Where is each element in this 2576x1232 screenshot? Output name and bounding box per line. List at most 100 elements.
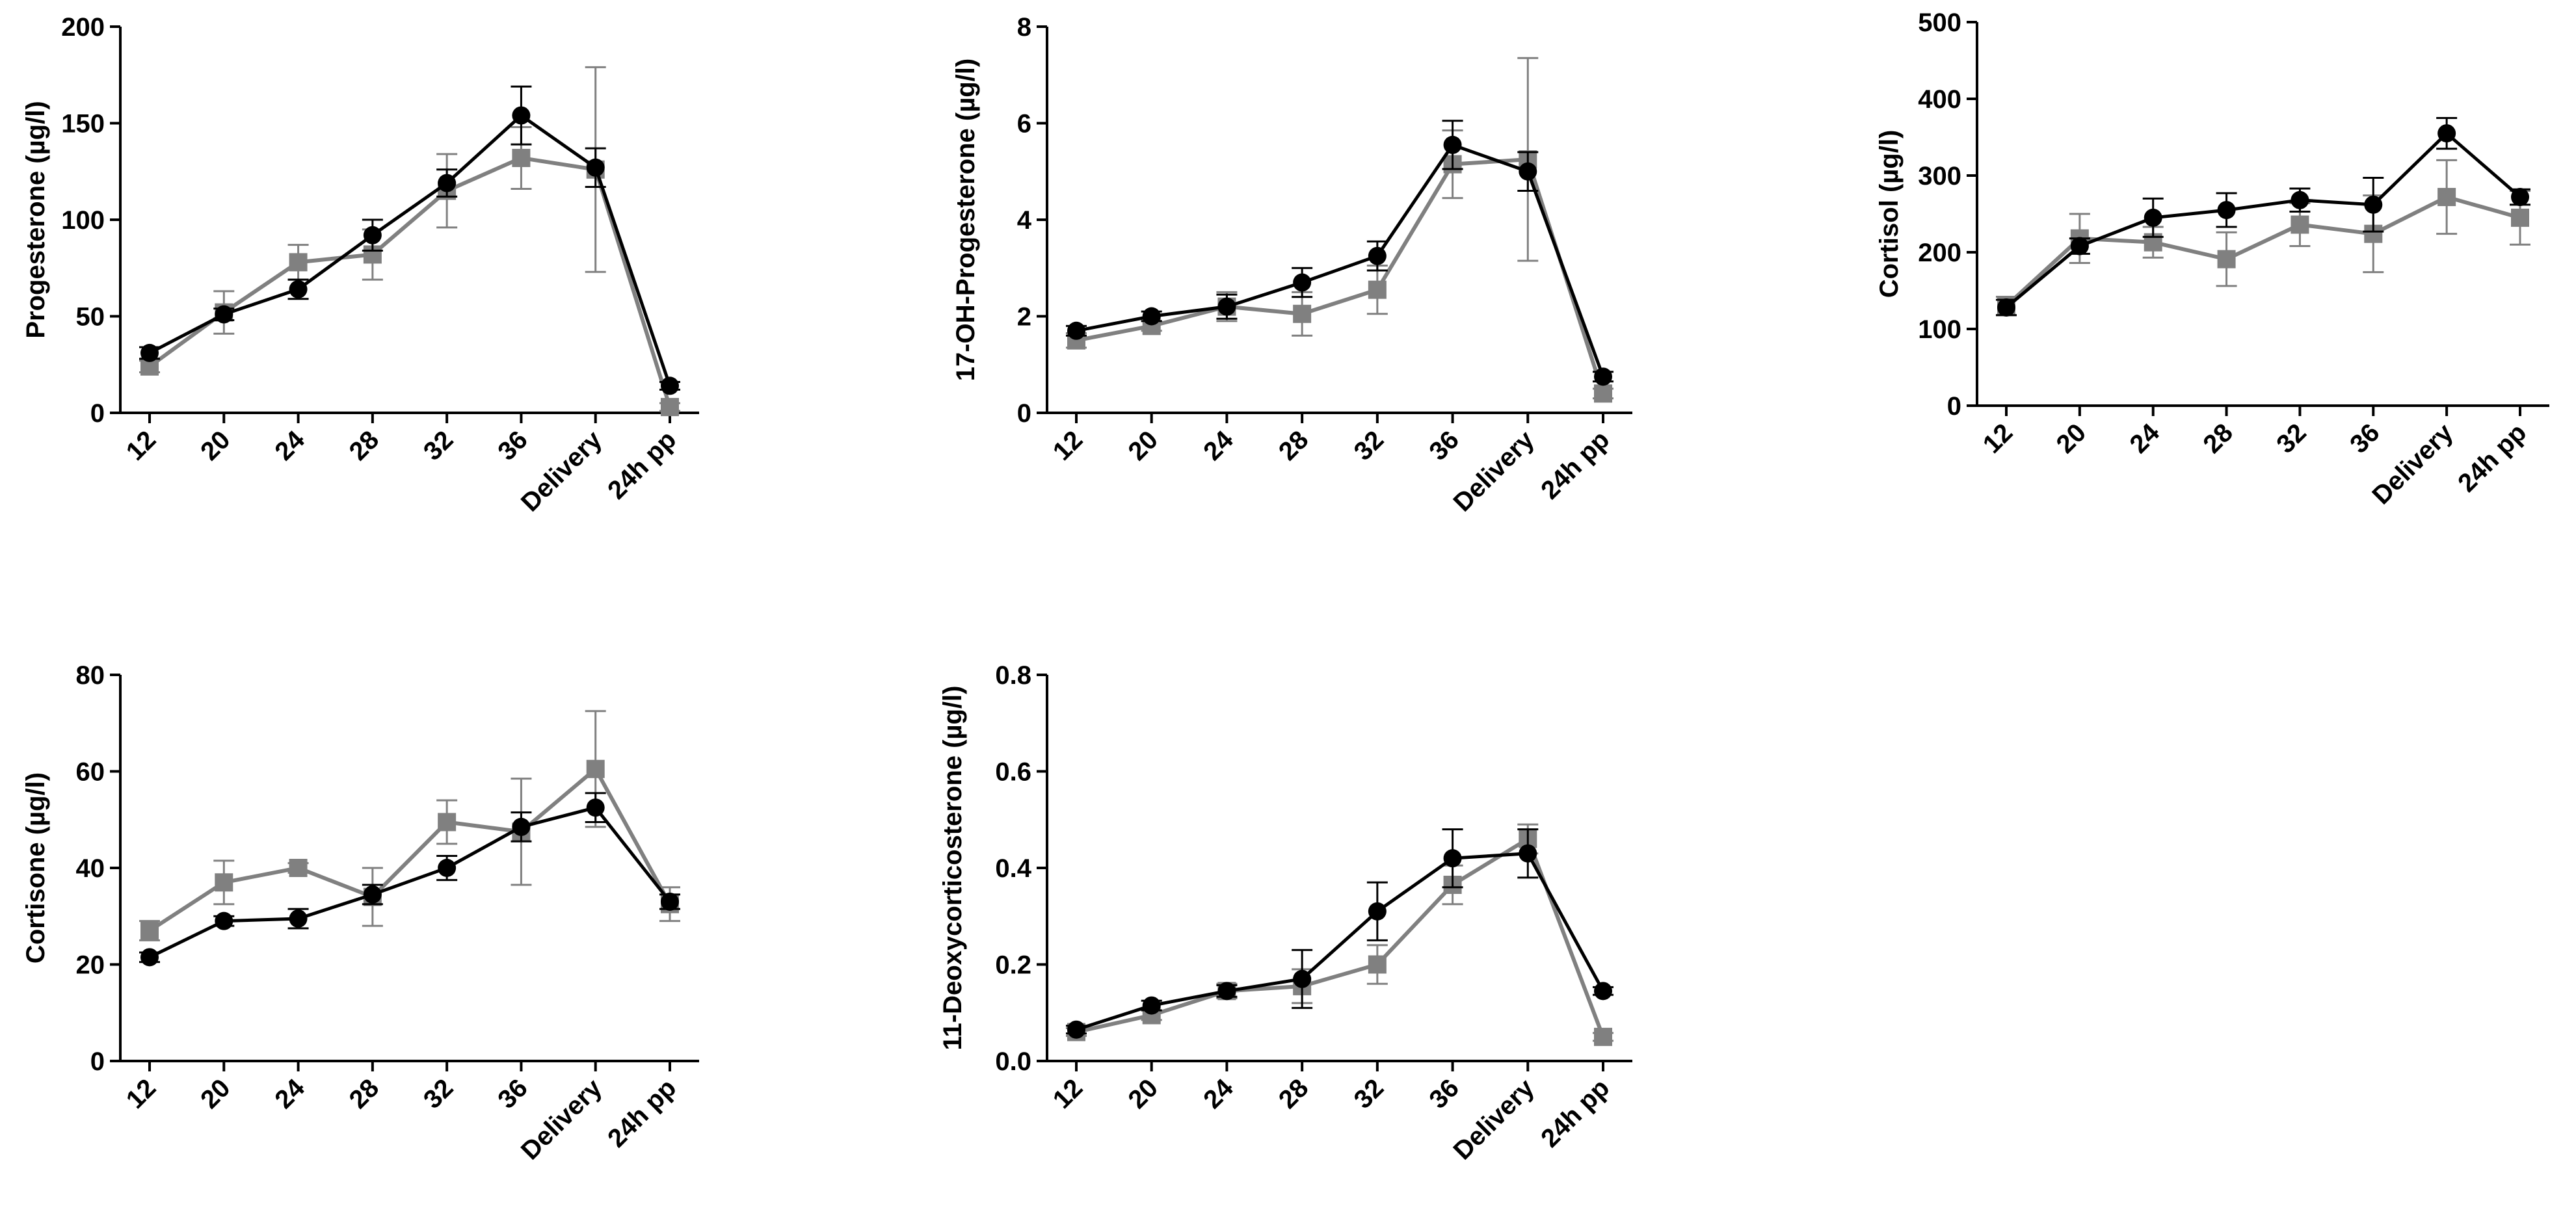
data-point bbox=[2217, 250, 2236, 269]
data-point bbox=[2217, 201, 2236, 220]
data-point bbox=[1293, 304, 1312, 323]
data-point bbox=[2144, 208, 2162, 227]
data-point bbox=[2364, 195, 2383, 214]
series-line bbox=[1076, 142, 1605, 378]
cortisone-chart: 0 20 40 60 80 Cortisone (µg/l) 12 20 24 28 32 36Del… bbox=[21, 661, 699, 1165]
data-point bbox=[1443, 849, 1462, 868]
data-point bbox=[2437, 188, 2456, 207]
y-tick-label: 0.0 bbox=[995, 1047, 1031, 1076]
x-tick-label: Delivery bbox=[516, 425, 608, 518]
series-line bbox=[2004, 194, 2521, 308]
y-tick-label: 150 bbox=[61, 110, 105, 138]
data-point bbox=[289, 909, 308, 928]
data-point bbox=[1368, 280, 1387, 299]
y-tick-label: 4 bbox=[1017, 206, 1032, 235]
series-line bbox=[1076, 157, 1605, 395]
y-tick-label: 300 bbox=[1918, 162, 1961, 190]
data-point bbox=[363, 226, 382, 244]
x-tick-label: 24h pp bbox=[1535, 1073, 1615, 1153]
data-point bbox=[1519, 844, 1537, 863]
x-tick-label: 20 bbox=[1122, 1073, 1163, 1114]
data-point bbox=[1594, 982, 1612, 1001]
series-gray bbox=[1066, 57, 1613, 403]
x-tick-label: 24h pp bbox=[1535, 425, 1615, 505]
x-tick-label: 32 bbox=[418, 1073, 459, 1114]
cortisol-chart: 0 100 200 300 400 500 Cortisol (µg/l) 12 20 24 28 3… bbox=[1875, 8, 2549, 510]
x-tick-label: Delivery bbox=[2367, 418, 2459, 510]
data-point bbox=[586, 158, 605, 177]
y-tick-label: 100 bbox=[1918, 315, 1961, 344]
data-point bbox=[661, 398, 679, 417]
data-point bbox=[1519, 162, 1537, 181]
y-tick-label: 500 bbox=[1918, 8, 1961, 37]
x-tick-label: 24 bbox=[1198, 1073, 1239, 1114]
data-point bbox=[586, 759, 605, 778]
y-tick-label: 60 bbox=[76, 758, 105, 787]
data-point bbox=[1368, 246, 1387, 265]
x-tick-label: Delivery bbox=[1448, 425, 1540, 518]
x-tick-label: 12 bbox=[1978, 418, 2019, 459]
data-point bbox=[140, 921, 159, 940]
y-axis-title: Cortisone (µg/l) bbox=[21, 772, 50, 963]
x-tick-label: 28 bbox=[344, 425, 385, 466]
y-tick-label: 200 bbox=[61, 13, 105, 42]
x-tick-label: Delivery bbox=[1448, 1073, 1540, 1166]
x-tick-label: 28 bbox=[1273, 1073, 1314, 1114]
x-tick-label: 24h pp bbox=[602, 1073, 682, 1153]
data-point bbox=[2511, 208, 2529, 227]
data-point bbox=[512, 817, 531, 836]
y-axis-title: 17-OH-Progesterone (µg/l) bbox=[951, 59, 980, 381]
x-tick-label: 32 bbox=[418, 425, 459, 466]
y-tick-label: 80 bbox=[76, 661, 105, 690]
y-tick-label: 0.6 bbox=[995, 758, 1031, 787]
x-tick-label: 24 bbox=[1198, 425, 1239, 466]
data-point bbox=[289, 859, 308, 877]
y-tick-label: 0 bbox=[90, 1047, 105, 1076]
data-point bbox=[1594, 1027, 1612, 1046]
data-point bbox=[2291, 190, 2309, 209]
11-deoxycorticosterone-chart: 0.0 0.2 0.4 0.6 0.8 11-Deoxycorticosterone (µ… bbox=[938, 661, 1632, 1166]
x-tick-label: 12 bbox=[121, 425, 162, 466]
data-point bbox=[1997, 298, 2015, 317]
y-tick-label: 0 bbox=[1947, 392, 1961, 421]
data-point bbox=[512, 148, 531, 167]
series-black bbox=[1996, 117, 2530, 317]
x-tick-label: 24 bbox=[269, 1073, 310, 1114]
series-line bbox=[148, 155, 672, 408]
y-tick-label: 0.4 bbox=[995, 854, 1031, 883]
data-point bbox=[1293, 969, 1312, 988]
data-point bbox=[289, 280, 308, 298]
data-point bbox=[289, 253, 308, 272]
series-line bbox=[1076, 852, 1605, 1032]
data-point bbox=[2437, 124, 2456, 143]
series-line bbox=[148, 113, 672, 387]
y-tick-label: 0.2 bbox=[995, 951, 1031, 980]
series-gray bbox=[139, 66, 680, 417]
panel-cortisol: 0 100 200 300 400 500 Cortisol (µg/l) 12 20 24 28 3… bbox=[1866, 7, 2576, 579]
y-axis-title: 11-Deoxycorticosterone (µg/l) bbox=[938, 686, 967, 1051]
y-tick-label: 50 bbox=[76, 303, 105, 332]
x-tick-label: 12 bbox=[1048, 425, 1089, 466]
data-point bbox=[215, 305, 233, 324]
x-tick-label: 20 bbox=[1122, 425, 1163, 466]
data-point bbox=[661, 892, 679, 911]
x-tick-label: 24 bbox=[2124, 418, 2165, 459]
y-tick-label: 40 bbox=[76, 854, 105, 883]
x-tick-label: 12 bbox=[121, 1073, 162, 1114]
series-line bbox=[1076, 836, 1605, 1038]
data-point bbox=[140, 948, 159, 967]
data-point bbox=[2511, 188, 2529, 207]
y-axis-title: Cortisol (µg/l) bbox=[1875, 130, 1904, 298]
panel-17oh-progesterone: 0 2 4 6 8 17-OH-Progesterone (µg/l) 12 20 24 28 32… bbox=[943, 7, 1671, 579]
data-point bbox=[1293, 273, 1312, 292]
x-tick-label: 32 bbox=[1349, 1073, 1390, 1114]
series-gray bbox=[139, 710, 680, 941]
data-point bbox=[2070, 237, 2089, 256]
series-black bbox=[1066, 120, 1613, 386]
data-point bbox=[1443, 135, 1462, 154]
series-black bbox=[139, 85, 680, 395]
series-black bbox=[1066, 828, 1613, 1039]
series-black bbox=[139, 792, 680, 967]
y-tick-label: 8 bbox=[1017, 13, 1031, 42]
